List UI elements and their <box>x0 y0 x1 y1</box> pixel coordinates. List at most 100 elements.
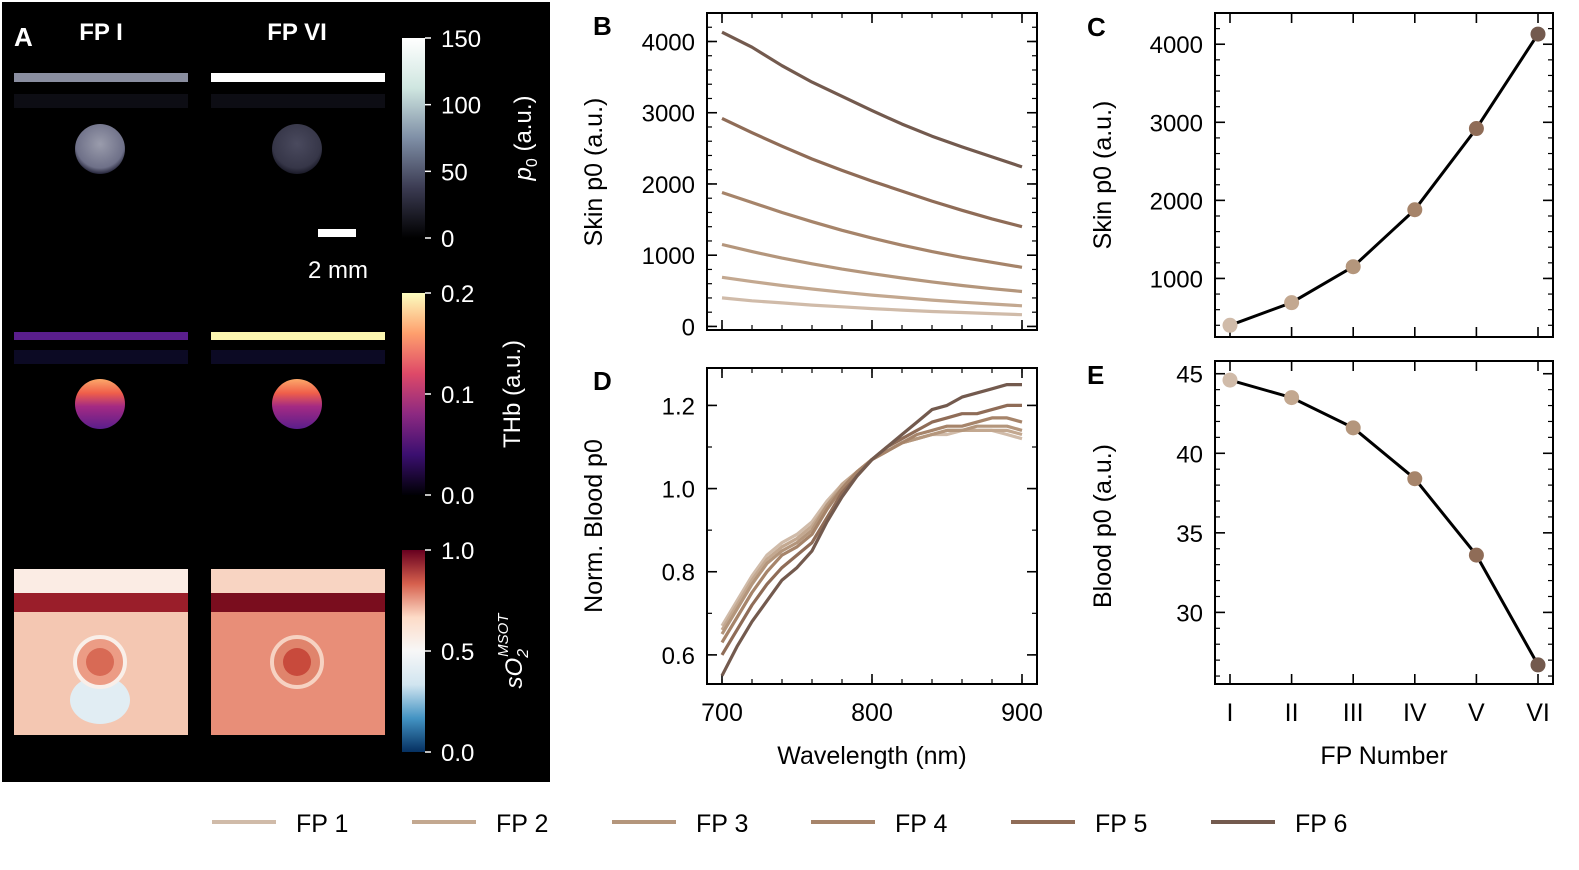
x-tick-label: IV <box>1403 699 1427 727</box>
x-tick-label: 800 <box>851 699 893 727</box>
skin-layer <box>211 593 385 612</box>
blood-vessel <box>272 124 322 174</box>
y-tick-label: 2000 <box>1150 188 1203 215</box>
series-line-fp6 <box>721 30 1023 169</box>
colorbar-tick-label: 0.0 <box>441 740 474 767</box>
panel-d-norm-blood-p0-spectra: 0.6 0.8 1.0 1.2 D 700 800 900 Wavelength (nm) Nor… <box>580 366 1043 770</box>
vessel-core <box>86 648 114 676</box>
skin-layer <box>14 73 188 82</box>
data-point-fp2 <box>1284 295 1300 311</box>
y-tick-label: 3000 <box>642 101 695 128</box>
x-axis-label: Wavelength (nm) <box>777 742 966 770</box>
tissue-band <box>211 350 385 364</box>
image-so2-fp6 <box>211 569 385 735</box>
x-tick-label: II <box>1285 699 1299 727</box>
colorbars: 150 100 50 0 0.2 0.1 0.0 1.0 0.5 0.0 p0 (a.u.) THb … <box>402 26 541 767</box>
x-tick-label: 900 <box>1001 699 1043 727</box>
tissue-band <box>211 94 385 108</box>
tissue-band <box>14 94 188 108</box>
colorbar-tick-label: 100 <box>441 93 481 120</box>
skin-layer <box>211 73 385 82</box>
y-axis-label: Norm. Blood p0 <box>580 439 608 613</box>
x-axis-label: FP Number <box>1320 742 1447 770</box>
col-title-fp1: FP I <box>79 19 123 46</box>
y-tick-label: 1000 <box>1150 266 1203 293</box>
data-point-fp5 <box>1468 121 1484 137</box>
y-tick-label: 35 <box>1176 521 1203 548</box>
y-tick-label: 1000 <box>642 243 695 270</box>
colorbar-label-p0: p0 (a.u.) <box>510 96 541 182</box>
y-tick-label: 1.0 <box>662 477 695 504</box>
y-tick-label: 0 <box>682 314 695 341</box>
legend-label-fp1: FP 1 <box>296 810 348 838</box>
panel-b-skin-p0-spectra: 0 1000 2000 3000 4000 B Skin p0 (a.u.) <box>580 11 1038 341</box>
data-point-fp4 <box>1407 471 1423 487</box>
colorbar-tick-label: 50 <box>441 159 468 186</box>
colorbar-tick-label: 150 <box>441 26 481 53</box>
col-title-fp6: FP VI <box>267 19 327 46</box>
legend-label-fp2: FP 2 <box>496 810 548 838</box>
scale-bar <box>318 229 356 237</box>
image-thb-fp6 <box>211 332 385 429</box>
image-p0-fp6 <box>211 73 385 174</box>
data-point-fp5 <box>1468 547 1484 563</box>
blood-vessel <box>272 379 322 429</box>
legend-label-fp3: FP 3 <box>696 810 748 838</box>
panel-letter-e: E <box>1087 360 1104 390</box>
series-line-fp3 <box>721 242 1023 294</box>
data-point-fp6 <box>1530 657 1546 673</box>
image-p0-fp1 <box>14 73 188 174</box>
colorbar-label-thb: THb (a.u.) <box>499 340 526 448</box>
y-tick-label: 4000 <box>642 29 695 56</box>
colorbar-tick-label: 0 <box>441 226 454 253</box>
data-point-fp4 <box>1407 202 1423 218</box>
y-tick-label: 3000 <box>1150 110 1203 137</box>
trend-line <box>1229 33 1540 327</box>
series-line-fp5 <box>720 403 1022 656</box>
colorbar-tick-label: 0.0 <box>441 483 474 510</box>
air-region <box>14 569 188 593</box>
y-tick-label: 40 <box>1176 441 1203 468</box>
series-line-fp4 <box>721 190 1023 269</box>
colorbar-tick-label: 0.1 <box>441 382 474 409</box>
y-axis-label: Blood p0 (a.u.) <box>1089 444 1117 608</box>
tissue-band <box>14 350 188 364</box>
colorbar-2 <box>402 293 425 495</box>
y-tick-label: 45 <box>1176 362 1203 389</box>
colorbar-label-so2: sO2MSOT <box>495 612 532 689</box>
y-axis-label: Skin p0 (a.u.) <box>1089 101 1117 250</box>
panel-a: A FP I FP VI 2 mm <box>2 2 550 782</box>
series-line-fp4 <box>720 416 1023 644</box>
data-point-fp2 <box>1284 390 1300 406</box>
data-point-fp6 <box>1530 26 1546 42</box>
data-point-fp1 <box>1222 317 1238 333</box>
image-so2-fp1 <box>14 569 188 735</box>
panel-c-skin-p0-vs-fp: 1000 2000 3000 4000 C Skin p0 (a.u.) <box>1087 12 1554 338</box>
y-tick-label: 0.8 <box>662 560 695 587</box>
x-tick-label: III <box>1343 699 1364 727</box>
plot-frame <box>1214 360 1554 685</box>
data-point-fp1 <box>1222 372 1238 388</box>
plot-frame <box>1214 12 1554 338</box>
skin-layer <box>211 332 385 340</box>
data-point-fp3 <box>1345 259 1361 275</box>
panel-letter-a: A <box>14 22 33 52</box>
air-region <box>211 569 385 593</box>
y-tick-label: 2000 <box>642 172 695 199</box>
legend-label-fp4: FP 4 <box>895 810 947 838</box>
panel-letter-b: B <box>593 11 612 41</box>
trend-line <box>1229 378 1540 666</box>
y-tick-label: 1.2 <box>662 393 695 420</box>
x-tick-label: V <box>1468 699 1485 727</box>
y-axis-label: Skin p0 (a.u.) <box>580 98 608 247</box>
legend-label-fp5: FP 5 <box>1095 810 1147 838</box>
colorbar-tick-label: 0.5 <box>441 639 474 666</box>
legend-label-fp6: FP 6 <box>1295 810 1347 838</box>
x-tick-label: 700 <box>701 699 743 727</box>
series-line-fp5 <box>721 116 1023 229</box>
plot-frame <box>706 367 1038 685</box>
scale-bar-label: 2 mm <box>308 257 368 284</box>
colorbar-tick-label: 1.0 <box>441 538 474 565</box>
panel-letter-d: D <box>593 366 612 396</box>
